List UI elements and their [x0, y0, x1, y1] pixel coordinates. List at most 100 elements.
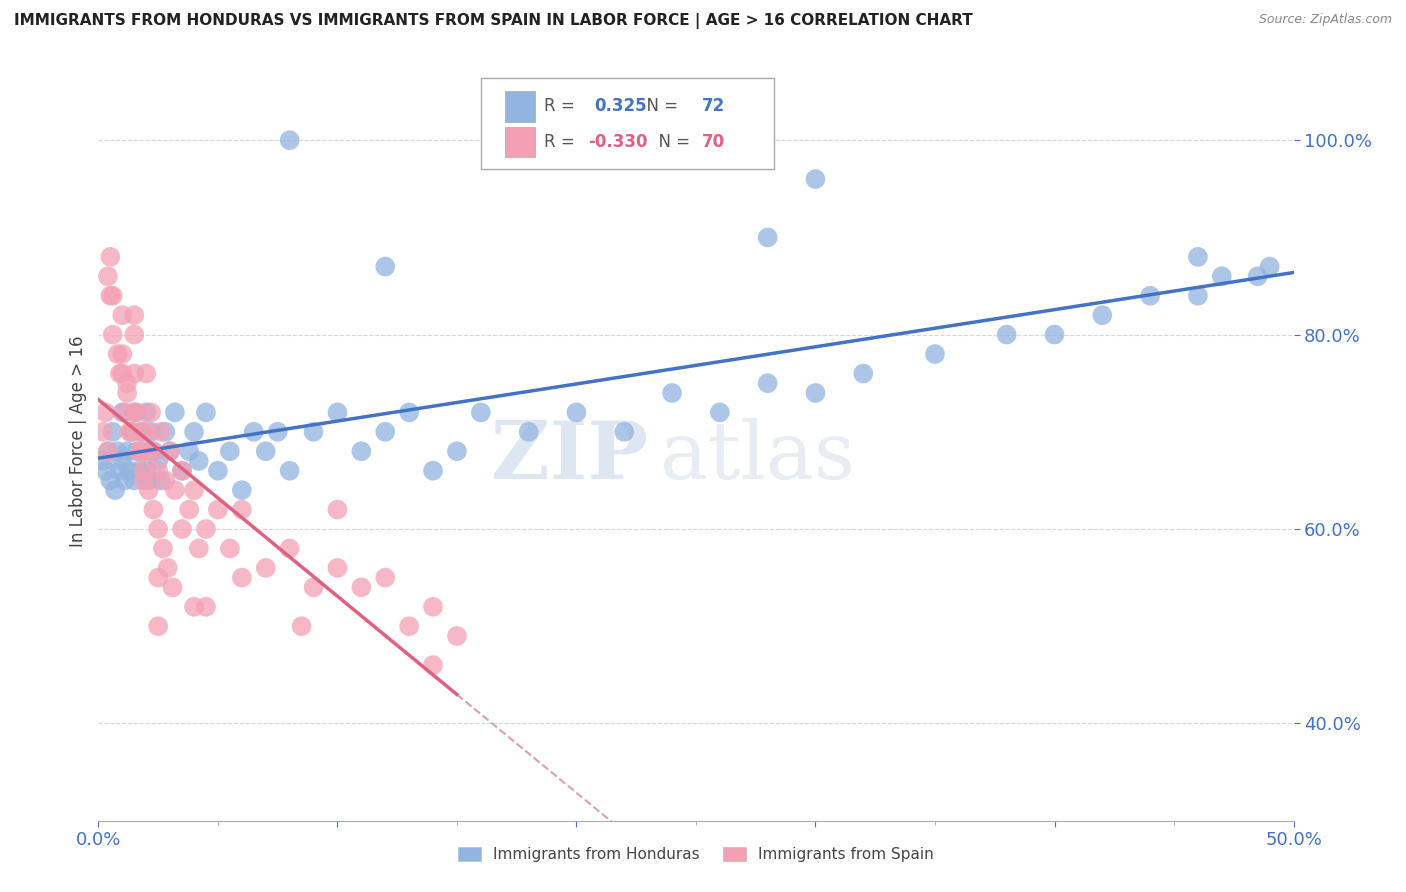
Point: [163, 483, 186, 497]
Point: [107, 444, 129, 458]
Point: [172, 522, 194, 536]
Point: [162, 580, 184, 594]
Point: [163, 405, 186, 419]
Point: [756, 230, 779, 244]
Point: [804, 172, 827, 186]
Point: [91, 425, 114, 439]
Point: [138, 483, 160, 497]
Point: [148, 464, 170, 478]
Point: [97, 269, 120, 284]
Point: [187, 541, 209, 556]
Point: [124, 405, 146, 419]
Point: [243, 425, 266, 439]
Point: [139, 425, 162, 439]
Point: [924, 347, 946, 361]
Point: [156, 561, 179, 575]
Text: 72: 72: [702, 97, 725, 115]
Point: [1211, 269, 1233, 284]
Point: [104, 483, 127, 497]
Point: [1187, 250, 1209, 264]
Point: [661, 386, 683, 401]
Point: [446, 629, 468, 643]
Point: [219, 541, 242, 556]
Point: [172, 464, 194, 478]
Point: [118, 464, 141, 478]
Point: [219, 444, 242, 458]
Point: [98, 250, 122, 264]
Point: [148, 522, 170, 536]
Point: [446, 444, 468, 458]
Point: [94, 464, 117, 478]
Y-axis label: In Labor Force | Age > 16: In Labor Force | Age > 16: [69, 335, 87, 548]
Point: [125, 444, 148, 458]
Point: [155, 425, 177, 439]
Point: [254, 444, 277, 458]
Point: [613, 425, 636, 439]
Point: [179, 444, 201, 458]
Point: [98, 474, 122, 488]
Point: [302, 425, 325, 439]
Point: [155, 474, 177, 488]
Legend: Immigrants from Honduras, Immigrants from Spain: Immigrants from Honduras, Immigrants fro…: [450, 839, 942, 870]
Point: [118, 425, 141, 439]
Point: [94, 405, 117, 419]
Point: [159, 444, 181, 458]
Point: [709, 405, 731, 419]
Point: [107, 347, 129, 361]
Point: [125, 405, 148, 419]
Point: [108, 464, 131, 478]
Point: [111, 405, 134, 419]
Point: [139, 405, 162, 419]
Point: [1139, 289, 1161, 303]
Point: [148, 619, 170, 633]
Point: [374, 425, 396, 439]
Point: [179, 502, 201, 516]
Point: [1247, 269, 1270, 284]
Point: [132, 464, 155, 478]
Point: [422, 658, 444, 673]
Point: [111, 308, 134, 322]
Point: [231, 483, 253, 497]
Point: [131, 425, 153, 439]
Point: [195, 405, 218, 419]
Point: [124, 405, 146, 419]
Text: N =: N =: [637, 97, 683, 115]
Text: -0.330: -0.330: [589, 133, 648, 151]
Point: [565, 405, 588, 419]
Point: [121, 425, 143, 439]
Point: [852, 367, 875, 381]
Text: 0.325: 0.325: [595, 97, 647, 115]
Point: [207, 502, 229, 516]
Point: [291, 619, 314, 633]
Point: [374, 260, 396, 274]
Point: [148, 454, 170, 468]
Point: [108, 367, 131, 381]
Point: [398, 619, 420, 633]
Point: [115, 444, 138, 458]
Point: [97, 444, 120, 458]
Point: [142, 444, 165, 458]
Bar: [505, 127, 534, 157]
Text: 70: 70: [702, 133, 725, 151]
Point: [132, 444, 155, 458]
Point: [398, 405, 420, 419]
Text: ZIP: ZIP: [491, 417, 648, 496]
Point: [111, 347, 134, 361]
Point: [254, 561, 277, 575]
Point: [152, 541, 174, 556]
Point: [111, 454, 134, 468]
Point: [124, 474, 146, 488]
Point: [302, 580, 325, 594]
Point: [1258, 260, 1281, 274]
Point: [278, 464, 301, 478]
Text: R =: R =: [544, 97, 581, 115]
Point: [183, 425, 205, 439]
Point: [135, 464, 157, 478]
Point: [124, 308, 146, 322]
FancyBboxPatch shape: [481, 78, 773, 169]
Point: [517, 425, 540, 439]
Point: [124, 327, 146, 342]
Point: [148, 571, 170, 585]
Point: [350, 444, 373, 458]
Point: [149, 425, 172, 439]
